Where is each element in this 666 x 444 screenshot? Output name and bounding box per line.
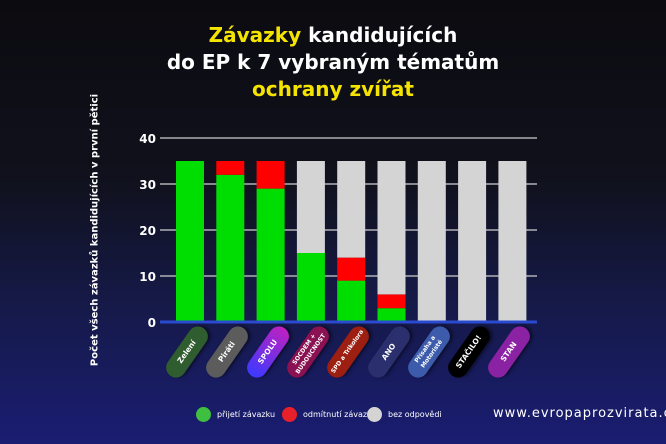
y-tick-label: 10 [139,270,156,284]
title-highlight: Závazky [208,23,302,47]
title-line-3: ochrany zvířat [252,77,414,101]
website-url[interactable]: www.evropaprozvirata.cz [493,406,666,421]
y-tick-label: 40 [139,132,156,146]
bar-segment [377,308,406,322]
legend-swatch [196,407,211,422]
bar-segment [498,161,527,322]
bar-segment [216,161,245,175]
bar-segment [377,294,406,309]
bar-segment [296,161,325,253]
legend-label: bez odpovědi [388,410,442,419]
bar-segment [256,188,285,322]
chart-title: Závazky kandidujících do EP k 7 vybraným… [0,22,666,103]
title-line-2: do EP k 7 vybraným tématům [166,50,500,74]
y-tick-label: 30 [139,178,156,192]
legend-swatch [282,407,297,422]
legend-item: odmítnutí závazku [282,407,377,422]
bar-segment [337,280,366,322]
bar-segment [337,257,366,281]
legend-item: bez odpovědi [367,407,442,422]
bar-segment [216,174,245,322]
bar-segment [458,161,487,322]
bar-segment [296,253,325,322]
y-tick-label: 0 [148,316,156,330]
bar-segment [176,161,204,322]
legend-swatch [367,407,382,422]
bar-segment [256,161,285,189]
bar-segment [337,161,366,258]
title-part: kandidujících [301,23,458,47]
bar-segment [377,161,406,295]
legend-label: odmítnutí závazku [303,410,377,419]
legend-item: přijetí závazku [196,407,275,422]
y-tick-label: 20 [139,224,156,238]
legend-label: přijetí závazku [217,410,276,419]
bar-segment [417,161,446,322]
